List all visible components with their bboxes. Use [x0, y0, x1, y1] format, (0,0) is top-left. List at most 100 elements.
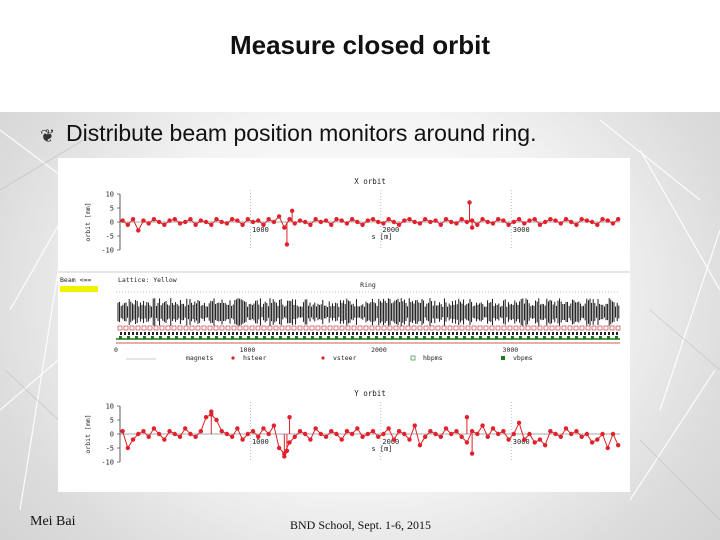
orbit-point-x: [422, 217, 428, 222]
vsteer-marker: [484, 332, 486, 335]
hbpm-marker: [367, 336, 370, 339]
orbit-point-x: [156, 219, 162, 225]
orbit-point-x: [276, 214, 282, 219]
orbit-point-x: [193, 222, 198, 227]
vsteer-marker: [552, 332, 554, 335]
orbit-point-x: [600, 217, 605, 222]
hsteer-marker: [441, 325, 447, 331]
vsteer-marker: [340, 332, 342, 335]
vsteer-marker: [256, 332, 258, 335]
hsteer-marker: [171, 325, 177, 331]
orbit-point-y: [454, 429, 459, 434]
hsteer-marker: [429, 325, 435, 331]
vsteer-marker: [140, 332, 142, 335]
chart-title-y: Y orbit: [354, 389, 386, 398]
orbit-point-x: [459, 217, 464, 222]
orbit-point-y: [256, 434, 261, 439]
hbpm-marker: [343, 336, 346, 339]
orbit-point-x: [595, 222, 600, 227]
hsteer-marker: [411, 325, 417, 331]
hbpm-marker: [223, 336, 226, 339]
orbit-point-x: [475, 222, 480, 227]
hsteer-marker: [405, 325, 411, 331]
hsteer-marker: [483, 325, 489, 331]
hbpm-marker: [143, 336, 146, 339]
vsteer-marker: [216, 332, 218, 335]
hbpm-marker: [303, 336, 306, 339]
legend-swatch-vbpms: [501, 356, 505, 360]
orbit-point-x: [365, 218, 370, 223]
hsteer-marker: [447, 325, 453, 331]
orbit-point-x: [605, 218, 610, 223]
hbpm-marker: [247, 336, 250, 339]
hsteer-marker: [417, 325, 423, 331]
hbpm-marker: [119, 336, 122, 339]
orbit-point-y: [339, 437, 344, 442]
vsteer-marker: [404, 332, 406, 335]
vsteer-marker: [136, 332, 138, 335]
hbpm-marker: [159, 336, 162, 339]
orbit-point-x: [615, 217, 621, 222]
orbit-point-x: [188, 217, 193, 222]
orbit-point-x: [203, 219, 209, 225]
orbit-point-y: [156, 431, 162, 437]
vsteer-marker: [436, 332, 438, 335]
orbit-point-y: [245, 431, 251, 437]
orbit-point-y: [334, 431, 339, 437]
hsteer-marker: [153, 325, 159, 331]
vsteer-marker: [160, 332, 162, 335]
vsteer-marker: [252, 332, 254, 335]
hsteer-marker: [393, 325, 399, 331]
vsteer-marker: [616, 332, 618, 335]
chart-title-x: X orbit: [354, 177, 386, 186]
orbit-spike-point-y: [282, 454, 287, 459]
orbit-point-y: [276, 445, 282, 451]
vsteer-marker: [472, 332, 474, 335]
hbpm-marker: [559, 336, 562, 339]
vsteer-marker: [512, 332, 514, 335]
vsteer-marker: [280, 332, 282, 335]
orbit-point-y: [188, 431, 193, 437]
orbit-spike-point-y: [464, 415, 470, 420]
orbit-point-y: [558, 434, 563, 439]
hsteer-marker: [273, 325, 279, 331]
vsteer-marker: [352, 332, 354, 335]
orbit-point-y: [130, 437, 136, 442]
orbit-point-x: [433, 218, 438, 223]
orbit-point-x: [454, 221, 459, 226]
orbit-point-y: [136, 431, 141, 437]
vsteer-marker: [348, 332, 350, 335]
hsteer-marker: [231, 325, 237, 331]
hbpm-marker: [415, 336, 418, 339]
hsteer-marker: [333, 325, 339, 331]
hbpm-marker: [591, 336, 594, 339]
vsteer-marker: [244, 332, 246, 335]
orbit-point-x: [287, 217, 292, 222]
orbit-point-y: [376, 434, 381, 439]
orbit-point-x: [386, 217, 391, 222]
vsteer-marker: [464, 332, 466, 335]
vsteer-marker: [508, 332, 510, 335]
hsteer-marker: [561, 325, 567, 331]
orbit-point-x: [428, 219, 433, 225]
vsteer-marker: [272, 332, 274, 335]
vsteer-marker: [388, 332, 390, 335]
legend-label-vsteer: vsteer: [333, 354, 357, 362]
vsteer-marker: [240, 332, 242, 335]
hbpm-marker: [495, 336, 498, 339]
vsteer-marker: [308, 332, 310, 335]
hsteer-marker: [603, 325, 609, 331]
orbit-point-y: [365, 431, 370, 437]
vsteer-marker: [188, 332, 190, 335]
vsteer-marker: [316, 332, 318, 335]
orbit-point-x: [501, 218, 506, 223]
hsteer-marker: [387, 325, 393, 331]
vsteer-marker: [408, 332, 410, 335]
hsteer-marker: [519, 325, 525, 331]
orbit-point-y: [485, 434, 490, 439]
orbit-point-x: [224, 221, 230, 226]
orbit-point-y: [490, 426, 496, 431]
hsteer-marker: [501, 325, 507, 331]
orbit-point-x: [532, 217, 537, 222]
vsteer-marker: [196, 332, 198, 335]
